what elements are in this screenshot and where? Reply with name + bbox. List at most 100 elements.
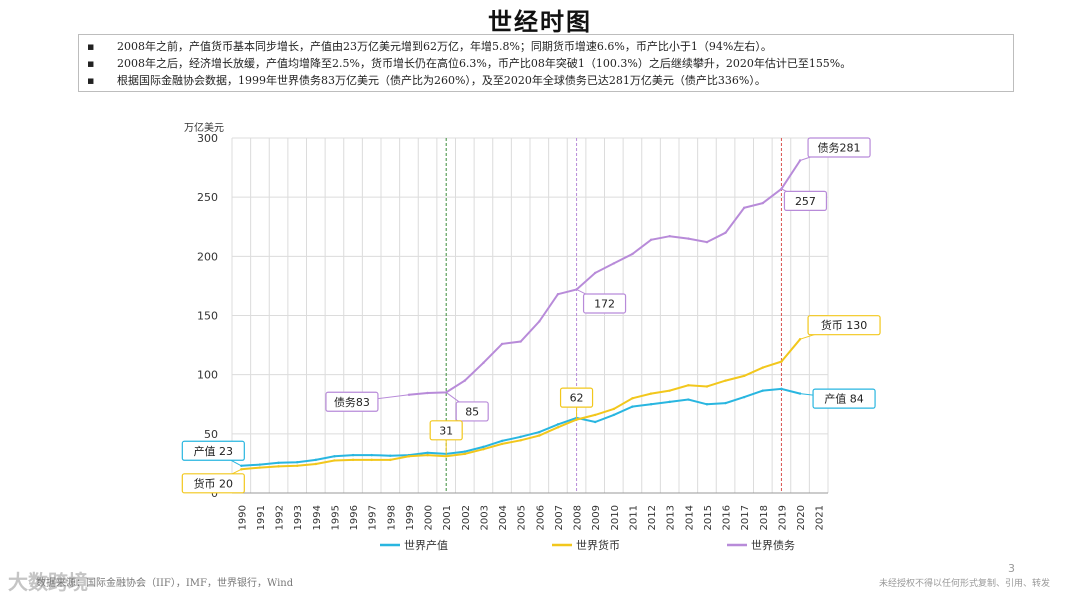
data-point-debt — [500, 342, 504, 346]
annotation-box — [181, 440, 245, 461]
data-point-gdp — [277, 461, 280, 465]
page-title: 世经时图 — [488, 7, 592, 36]
data-point-money — [389, 458, 392, 462]
data-point-money — [724, 379, 727, 382]
x-tick-label: 2006 — [535, 505, 546, 530]
x-tick-label: 2002 — [461, 505, 472, 530]
x-tick-label: 2011 — [628, 505, 639, 530]
data-point-gdp — [798, 392, 802, 395]
legend-label: 世界产值 — [404, 538, 448, 552]
y-axis-label: 万亿美元 — [184, 121, 224, 134]
data-point-money — [500, 442, 504, 446]
data-point-gdp — [519, 435, 522, 438]
data-point-gdp — [705, 403, 709, 406]
data-point-debt — [687, 237, 690, 240]
data-point-money — [705, 385, 709, 388]
x-tick-label: 2004 — [498, 505, 509, 530]
footer-source: 数据来源：国际金融协会（IIF），IMF，世界银行，Wind — [36, 578, 294, 589]
annotation-box — [807, 137, 871, 158]
annotation-label: 172 — [594, 297, 615, 310]
note-line: ▪ 2008年之后，经济增长放缓，产值均增降至2.5%，货币增长仍在高位6.3%，… — [87, 55, 1013, 72]
x-tick-label: 1995 — [330, 505, 341, 530]
data-point-gdp — [780, 387, 783, 391]
data-point-debt — [556, 293, 560, 296]
legend-label: 世界货币 — [576, 538, 620, 552]
annotation-label: 货币 20 — [194, 476, 234, 490]
data-point-debt — [612, 262, 616, 265]
data-point-money — [351, 458, 355, 462]
x-tick-label: 2020 — [796, 505, 807, 530]
annotation-box — [429, 420, 463, 441]
data-point-gdp — [631, 405, 634, 408]
annotation-label: 62 — [570, 392, 584, 405]
data-point-gdp — [258, 463, 262, 466]
annotation-box — [455, 401, 489, 422]
y-tick-label: 0 — [211, 487, 218, 500]
data-point-money — [687, 384, 690, 387]
data-point-gdp — [649, 403, 653, 406]
data-point-money — [668, 389, 671, 392]
x-tick-label: 2019 — [777, 505, 788, 530]
note-text: 2008年之前，产值货币基本同步增长，产值由23万亿美元增到62万亿，年增5.8… — [117, 40, 772, 53]
data-point-debt — [705, 240, 709, 244]
data-point-money — [277, 465, 280, 468]
data-point-money — [295, 464, 299, 467]
x-tick-label: 2003 — [479, 505, 490, 530]
data-point-money — [370, 458, 373, 462]
data-point-gdp — [668, 400, 671, 404]
series-line-debt — [408, 159, 801, 396]
page-number: 3 — [1008, 562, 1015, 575]
footer-copyright: 未经授权不得以任何形式复制、引用、转发 — [878, 579, 1050, 589]
annotation-label: 货币 130 — [821, 318, 868, 332]
data-point-money — [649, 392, 653, 395]
data-point-gdp — [351, 453, 355, 457]
x-tick-label: 1990 — [237, 505, 248, 530]
y-tick-label: 150 — [197, 310, 218, 323]
annotation-box — [582, 293, 627, 314]
x-tick-label: 2012 — [647, 505, 658, 530]
annotation-box — [559, 387, 594, 408]
x-tick-label: 2009 — [591, 505, 602, 530]
x-tick-label: 2001 — [442, 505, 453, 530]
data-point-money — [482, 448, 485, 451]
data-point-gdp — [389, 454, 392, 457]
x-tick-label: 2016 — [722, 505, 733, 530]
data-point-gdp — [556, 423, 560, 426]
y-tick-label: 300 — [197, 132, 218, 145]
note-text: 根据国际金融协会数据，1999年世界债务83万亿美元（债产比为260%），及至2… — [117, 74, 766, 87]
x-tick-label: 1994 — [312, 505, 323, 530]
x-tick-label: 2008 — [573, 505, 584, 530]
x-tick-label: 2013 — [666, 505, 677, 530]
data-point-gdp — [295, 461, 299, 464]
annotation-box — [807, 315, 881, 336]
data-point-money — [761, 366, 765, 369]
notes-box: ▪ 2008年之前，产值货币基本同步增长，产值由23万亿美元增到62万亿，年增5.… — [78, 34, 1014, 92]
data-point-money — [538, 434, 541, 437]
data-point-debt — [519, 340, 522, 343]
annotation-box — [812, 388, 876, 409]
data-point-gdp — [687, 398, 690, 401]
data-point-gdp — [463, 450, 467, 453]
y-tick-label: 50 — [204, 428, 218, 441]
annotation-label: 产值 84 — [824, 392, 864, 406]
data-point-money — [631, 397, 634, 400]
annotation-box — [325, 391, 379, 412]
note-bullet: ▪ — [87, 74, 95, 87]
annotation-label: 85 — [465, 405, 479, 418]
data-point-debt — [538, 320, 541, 323]
x-tick-label: 1993 — [293, 505, 304, 530]
data-point-gdp — [482, 445, 485, 449]
annotation-label: 债务281 — [818, 140, 861, 154]
x-tick-label: 1997 — [368, 505, 379, 530]
data-point-gdp — [426, 451, 429, 454]
annotation-label: 债务83 — [334, 395, 370, 409]
x-tick-label: 1998 — [386, 505, 397, 530]
data-point-gdp — [370, 453, 373, 457]
x-tick-label: 2007 — [554, 505, 565, 530]
data-point-money — [780, 360, 783, 363]
data-point-gdp — [724, 401, 727, 405]
data-point-money — [407, 455, 411, 458]
data-point-money — [742, 374, 746, 378]
x-tick-label: 2014 — [684, 505, 695, 530]
annotation-box — [783, 190, 828, 211]
